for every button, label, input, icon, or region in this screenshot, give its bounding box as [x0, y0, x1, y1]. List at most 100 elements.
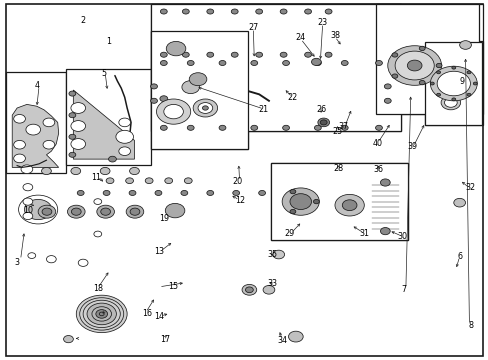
Text: 11: 11	[91, 173, 101, 181]
Circle shape	[387, 46, 441, 85]
Circle shape	[394, 51, 433, 80]
Bar	[28, 176, 165, 227]
Bar	[161, 99, 166, 108]
Bar	[375, 4, 478, 114]
Circle shape	[280, 9, 286, 14]
Circle shape	[280, 52, 286, 57]
Circle shape	[21, 165, 33, 174]
Circle shape	[440, 95, 460, 110]
Circle shape	[23, 212, 33, 220]
Bar	[32, 160, 163, 182]
Circle shape	[150, 98, 157, 103]
Text: 16: 16	[142, 309, 151, 318]
Circle shape	[407, 60, 421, 71]
Text: 12: 12	[235, 196, 245, 204]
Text: 17: 17	[160, 335, 170, 343]
Circle shape	[472, 82, 476, 85]
Circle shape	[255, 9, 262, 14]
Circle shape	[78, 259, 88, 266]
Circle shape	[375, 60, 382, 66]
Bar	[239, 13, 268, 52]
Circle shape	[391, 74, 397, 78]
Circle shape	[80, 298, 123, 330]
Circle shape	[341, 60, 347, 66]
Circle shape	[71, 167, 81, 175]
Circle shape	[155, 190, 162, 195]
Polygon shape	[73, 90, 134, 159]
Bar	[150, 31, 248, 149]
Bar	[78, 338, 88, 341]
Circle shape	[429, 66, 476, 101]
Text: 38: 38	[329, 31, 339, 40]
Circle shape	[182, 9, 189, 14]
Circle shape	[96, 310, 107, 318]
Text: 34: 34	[277, 336, 286, 345]
Circle shape	[187, 125, 194, 130]
Bar	[66, 189, 86, 223]
Circle shape	[325, 52, 331, 57]
Bar	[453, 169, 465, 193]
Bar	[188, 68, 207, 90]
Text: 14: 14	[154, 311, 164, 320]
Bar	[425, 41, 482, 125]
Circle shape	[341, 125, 347, 130]
Circle shape	[156, 99, 190, 124]
Circle shape	[380, 179, 389, 186]
Circle shape	[193, 99, 217, 117]
Text: 27: 27	[248, 22, 258, 31]
Circle shape	[119, 147, 130, 156]
Circle shape	[19, 195, 58, 224]
Text: 6: 6	[456, 252, 461, 261]
Bar	[37, 189, 57, 223]
Text: 37: 37	[338, 122, 348, 131]
Circle shape	[71, 139, 85, 149]
Circle shape	[451, 98, 455, 101]
Circle shape	[250, 60, 257, 66]
Circle shape	[181, 190, 187, 195]
Circle shape	[163, 104, 183, 119]
Text: 36: 36	[372, 165, 382, 174]
Circle shape	[14, 140, 25, 149]
Bar	[154, 60, 395, 129]
Circle shape	[380, 228, 389, 235]
Circle shape	[160, 52, 167, 57]
Circle shape	[145, 178, 153, 184]
Circle shape	[24, 199, 52, 220]
Circle shape	[67, 205, 85, 218]
Circle shape	[436, 93, 440, 96]
Bar	[165, 191, 184, 227]
Circle shape	[314, 125, 321, 130]
Circle shape	[129, 167, 139, 175]
Text: 3: 3	[15, 258, 20, 266]
Circle shape	[436, 71, 440, 74]
Circle shape	[313, 199, 319, 204]
Circle shape	[384, 98, 390, 103]
Bar	[154, 8, 339, 58]
Circle shape	[202, 106, 208, 110]
Bar	[6, 72, 65, 173]
Circle shape	[129, 190, 136, 195]
Circle shape	[453, 198, 465, 207]
Text: 39: 39	[407, 143, 416, 152]
Circle shape	[384, 84, 390, 89]
Text: 21: 21	[258, 104, 267, 114]
Text: 28: 28	[333, 164, 343, 173]
Circle shape	[232, 190, 239, 195]
Text: 32: 32	[465, 184, 475, 192]
Bar	[23, 178, 32, 225]
Circle shape	[342, 200, 356, 211]
Bar	[9, 75, 63, 170]
Circle shape	[23, 198, 33, 205]
Bar	[124, 189, 145, 223]
Circle shape	[184, 178, 192, 184]
Circle shape	[38, 205, 56, 218]
Text: 31: 31	[359, 230, 368, 239]
Circle shape	[206, 190, 213, 195]
Bar	[27, 216, 71, 241]
Circle shape	[63, 336, 73, 343]
Bar	[100, 168, 207, 194]
Circle shape	[182, 81, 199, 94]
Circle shape	[391, 53, 397, 57]
Circle shape	[282, 188, 319, 215]
Bar	[68, 72, 149, 163]
